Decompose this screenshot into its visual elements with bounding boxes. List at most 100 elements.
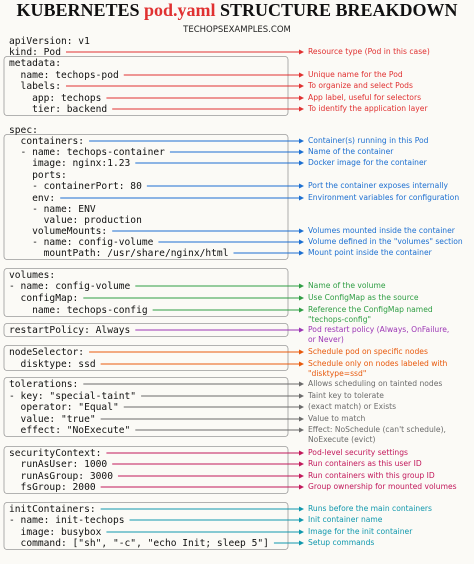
annotation: Port the container exposes internally: [308, 181, 448, 190]
annotation: "techops-config": [308, 315, 371, 324]
code-line: securityContext:: [9, 448, 101, 459]
code-line: - name: techops-container: [9, 147, 165, 158]
annotation: Run containers as this user ID: [308, 459, 422, 468]
annotation: Reference the ConfigMap named: [308, 305, 433, 314]
arrow-head: [299, 106, 304, 112]
code-line: configMap:: [9, 293, 78, 304]
annotation: Setup commands: [308, 538, 374, 547]
group-box: [3, 268, 289, 317]
arrow-head: [299, 250, 304, 256]
group-box: [3, 502, 289, 550]
group-box: [3, 446, 289, 494]
code-line: restartPolicy: Always: [9, 325, 130, 336]
code-line: env:: [9, 193, 55, 204]
arrow-head: [299, 393, 304, 399]
code-line: volumes:: [9, 270, 55, 281]
annotation: To organize and select Pods: [307, 81, 413, 90]
code-line: value: "true": [9, 414, 96, 425]
annotation: Schedule only on nodes labeled with: [308, 359, 448, 368]
code-line: name: techops-pod: [9, 70, 119, 81]
code-line: volumeMounts:: [9, 226, 107, 237]
arrow-head: [299, 149, 304, 155]
annotation: Docker image for the container: [308, 158, 428, 167]
code-line: value: production: [9, 215, 142, 226]
arrow-head: [299, 138, 304, 144]
arrow-head: [299, 228, 304, 234]
annotation: NoExecute (evict): [308, 435, 375, 444]
code-line: command: ["sh", "-c", "echo Init; sleep …: [9, 538, 269, 549]
annotation: Allows scheduling on tainted nodes: [308, 379, 442, 388]
annotation: Container(s) running in this Pod: [308, 136, 429, 145]
arrow-head: [299, 195, 304, 201]
code-line: - name: config-volume: [9, 281, 131, 292]
annotation: Group ownership for mounted volumes: [308, 482, 457, 491]
arrow-head: [299, 416, 304, 422]
arrow-head: [299, 540, 304, 546]
arrow-head: [299, 307, 304, 313]
arrow-head: [299, 517, 304, 523]
annotation: (exact match) or Exists: [308, 402, 396, 411]
code-line: kind: Pod: [9, 47, 61, 58]
code-line: apiVersion: v1: [9, 36, 90, 47]
code-line: spec:: [9, 125, 38, 136]
group-box: [3, 345, 289, 371]
annotation: Pod-level security settings: [308, 448, 408, 457]
annotation: Runs before the main containers: [308, 504, 432, 513]
annotation: Name of the volume: [308, 281, 386, 290]
annotation: Resource type (Pod in this case): [308, 47, 430, 56]
title-end: STRUCTURE BREAKDOWN: [220, 0, 458, 20]
code-line: runAsGroup: 3000: [9, 471, 113, 482]
arrow-head: [299, 83, 304, 89]
code-line: containers:: [9, 136, 84, 147]
arrow-head: [299, 160, 304, 166]
code-line: fsGroup: 2000: [9, 482, 96, 493]
code-line: image: busybox: [9, 527, 102, 538]
code-line: - name: ENV: [9, 204, 96, 215]
arrow-head: [299, 427, 304, 433]
code-line: tier: backend: [9, 104, 107, 115]
code-line: - name: init-techops: [9, 515, 125, 526]
annotation: Pod restart policy (Always, OnFailure,: [308, 325, 449, 334]
annotation: App label, useful for selectors: [308, 93, 421, 102]
code-line: effect: "NoExecute": [9, 425, 130, 436]
code-line: - name: config-volume: [9, 237, 154, 248]
title-start: KUBERNETES: [16, 0, 139, 20]
arrow-head: [299, 361, 304, 367]
arrow-head: [299, 461, 304, 467]
code-line: nodeSelector:: [9, 347, 84, 358]
annotation: or Never): [308, 335, 344, 344]
code-line: disktype: ssd: [9, 359, 96, 370]
subtitle: TECHOPSEXAMPLES.COM: [182, 25, 291, 35]
code-line: tolerations:: [9, 379, 78, 390]
code-line: app: techops: [9, 93, 101, 104]
code-line: - key: "special-taint": [9, 391, 136, 402]
code-line: metadata:: [9, 58, 61, 69]
arrow-head: [299, 473, 304, 479]
annotation: Image for the init container: [308, 527, 413, 536]
arrow-head: [299, 283, 304, 289]
annotation: Volume defined in the "volumes" section: [308, 237, 463, 246]
arrow-head: [299, 295, 304, 301]
arrow-head: [299, 381, 304, 387]
code-line: name: techops-config: [9, 305, 148, 316]
arrow-head: [299, 183, 304, 189]
annotation: Value to match: [308, 414, 366, 423]
arrow-head: [299, 349, 304, 355]
code-line: initContainers:: [9, 504, 96, 515]
code-line: labels:: [9, 81, 61, 92]
annotation: Environment variables for configuration: [308, 193, 459, 202]
annotation: Use ConfigMap as the source: [308, 293, 419, 302]
code-line: runAsUser: 1000: [9, 459, 107, 470]
annotation: Run containers with this group ID: [308, 471, 435, 480]
annotation: Schedule pod on specific nodes: [308, 347, 428, 356]
group-box: [3, 134, 289, 260]
annotation: Name of the container: [308, 147, 394, 156]
annotation: Mount point inside the container: [308, 248, 433, 257]
code-line: ports:: [9, 170, 67, 181]
arrow-head: [299, 72, 304, 78]
arrow-head: [299, 450, 304, 456]
